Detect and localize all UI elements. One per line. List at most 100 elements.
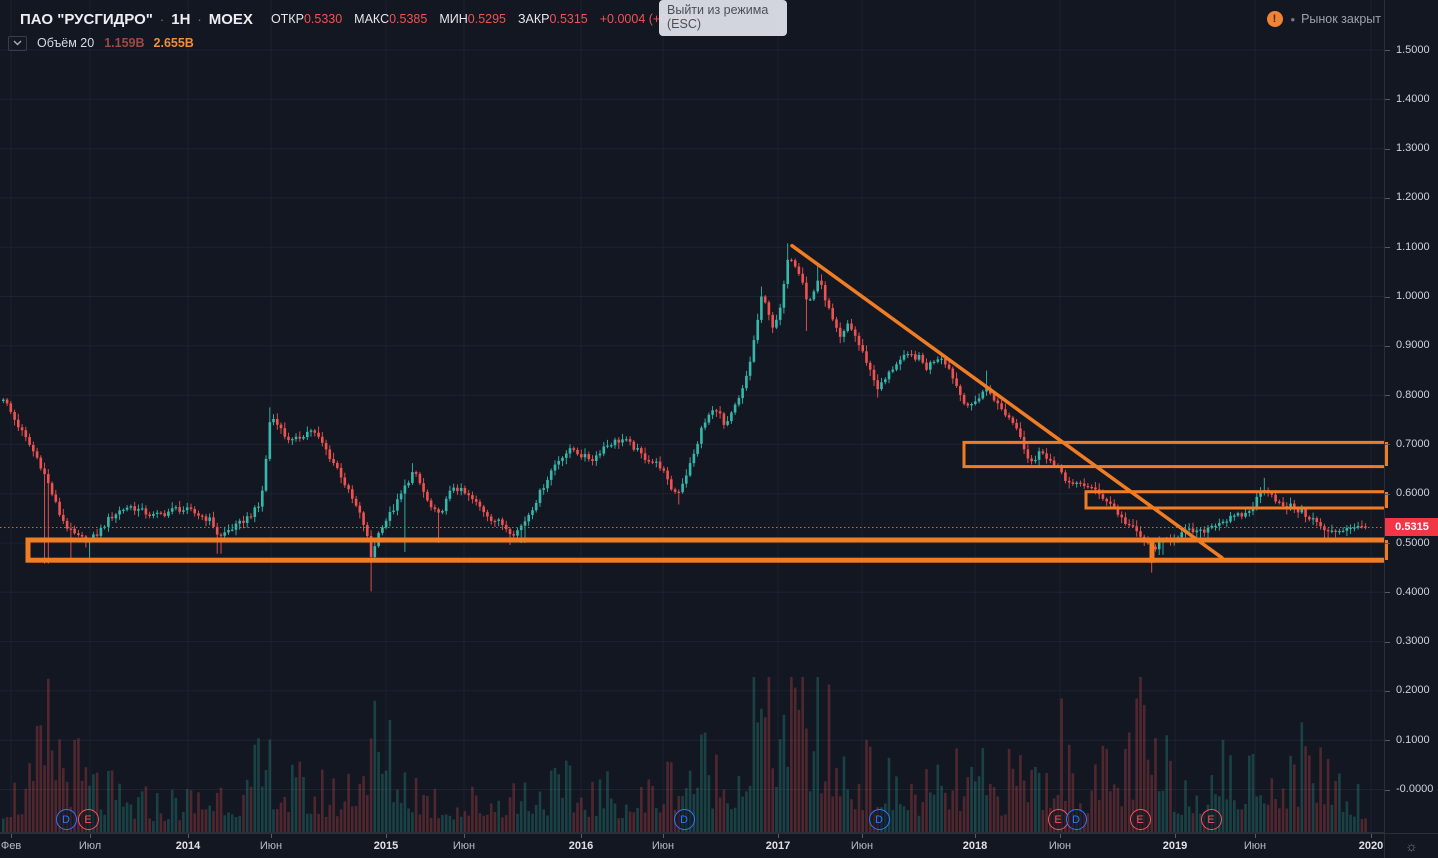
time-tick-mark xyxy=(581,834,582,838)
time-tick-mark xyxy=(1371,834,1372,838)
price-tick-mark xyxy=(1385,395,1390,396)
tooltip-text-line1: Выйти из режима xyxy=(667,3,769,17)
price-tick-label: 0.5000 xyxy=(1396,537,1430,549)
market-status[interactable]: ! • Рынок закрыт xyxy=(1266,10,1381,28)
separator-dot: · xyxy=(159,11,165,27)
indicator-name[interactable]: Объём 20 xyxy=(37,36,95,50)
time-tick-mark xyxy=(1255,834,1256,838)
price-tick-label: 1.4000 xyxy=(1396,93,1430,105)
separator-dot: · xyxy=(197,11,202,27)
time-tick-label: Июн xyxy=(850,840,874,852)
time-tick-label: 2014 xyxy=(175,840,201,852)
time-tick-label: 2019 xyxy=(1162,840,1188,852)
price-tick-label: 0.4000 xyxy=(1396,586,1430,598)
time-tick-label: Июн xyxy=(259,840,283,852)
price-tick-mark xyxy=(1385,444,1390,445)
drawing-edge-mark xyxy=(1385,492,1388,508)
time-tick-mark xyxy=(1060,834,1061,838)
price-tick-mark xyxy=(1385,297,1390,298)
time-axis[interactable]: Фев Июл 2014 Июн 2015 Июн 2016 Июн 2017 Июн 2018 Ию… xyxy=(0,833,1384,858)
time-tick-label: Июл xyxy=(78,840,102,852)
time-tick-label: 2020 xyxy=(1358,840,1384,852)
price-tick-label: -0.0000 xyxy=(1396,783,1434,795)
price-tick-mark xyxy=(1385,790,1390,791)
event-marker-dividend[interactable]: D xyxy=(1065,809,1087,830)
sun-icon[interactable]: ☼ xyxy=(1405,838,1418,854)
time-tick-label: Июн xyxy=(1243,840,1267,852)
price-tick-mark xyxy=(1385,247,1390,248)
price-tick-label: 0.2000 xyxy=(1396,684,1430,696)
price-tick-label: 0.6000 xyxy=(1396,487,1430,499)
indicator-ma-value: 2.655B xyxy=(153,36,194,50)
ohlc-readout: ОТКР0.5330 МАКС0.5385 МИН0.5295 ЗАКР0.53… xyxy=(271,12,700,26)
market-status-label: Рынок закрыт xyxy=(1301,12,1381,26)
close-readout: ЗАКР0.5315 xyxy=(518,12,588,26)
price-tick-mark xyxy=(1385,740,1390,741)
price-tick-label: 0.3000 xyxy=(1396,635,1430,647)
low-readout: МИН0.5295 xyxy=(439,12,506,26)
price-tick-label: 0.7000 xyxy=(1396,438,1430,450)
symbol-header: ПАО "РУСГИДРО" · 1Н · MOEX ОТКР0.5330 МА… xyxy=(20,10,700,28)
interval-label[interactable]: 1Н xyxy=(171,10,191,28)
price-tick-mark xyxy=(1385,99,1390,100)
price-tick-label: 1.3000 xyxy=(1396,142,1430,154)
time-tick-label: 2017 xyxy=(765,840,791,852)
event-marker-dividend[interactable]: D xyxy=(55,809,77,830)
time-tick-mark xyxy=(271,834,272,838)
indicator-collapse-button[interactable] xyxy=(8,35,27,51)
current-price-label: 0.5315 xyxy=(1385,518,1438,536)
time-tick-mark xyxy=(386,834,387,838)
price-tick-mark xyxy=(1385,149,1390,150)
time-tick-mark xyxy=(663,834,664,838)
time-tick-label: Июн xyxy=(651,840,675,852)
open-readout: ОТКР0.5330 xyxy=(270,12,343,26)
event-marker-earnings[interactable]: E xyxy=(1200,809,1222,830)
current-price-value: 0.5315 xyxy=(1395,521,1429,533)
price-tick-label: 0.1000 xyxy=(1396,734,1430,746)
drawing-edge-mark xyxy=(1385,442,1388,466)
price-tick-mark xyxy=(1385,494,1390,495)
price-tick-label: 1.5000 xyxy=(1396,44,1430,56)
time-tick-mark xyxy=(90,834,91,838)
price-tick-mark xyxy=(1385,691,1390,692)
exchange-label[interactable]: MOEX xyxy=(208,10,253,28)
time-tick-label: Фев xyxy=(0,840,22,852)
warning-icon: ! xyxy=(1266,11,1283,27)
price-tick-mark xyxy=(1385,543,1390,544)
axis-corner[interactable]: ☼ xyxy=(1384,833,1438,858)
indicator-volume-value: 1.159B xyxy=(104,36,145,50)
exit-fullscreen-tooltip: Выйти из режима (ESC) xyxy=(659,0,787,36)
time-tick-mark xyxy=(464,834,465,838)
price-tick-mark xyxy=(1385,198,1390,199)
price-tick-label: 1.2000 xyxy=(1396,191,1430,203)
price-tick-mark xyxy=(1385,592,1390,593)
price-tick-mark xyxy=(1385,642,1390,643)
time-tick-label: Июн xyxy=(452,840,476,852)
event-marker-earnings[interactable]: E xyxy=(77,809,99,830)
price-tick-mark xyxy=(1385,346,1390,347)
event-marker-earnings[interactable]: E xyxy=(1129,809,1151,830)
time-tick-mark xyxy=(778,834,779,838)
price-tick-label: 1.0000 xyxy=(1396,290,1430,302)
event-marker-dividend[interactable]: D xyxy=(868,809,890,830)
price-tick-mark xyxy=(1385,50,1390,51)
status-dot-icon: • xyxy=(1290,11,1296,27)
volume-indicator-legend: Объём 20 1.159B 2.655B xyxy=(8,35,194,51)
symbol-name[interactable]: ПАО "РУСГИДРО" xyxy=(20,10,153,28)
event-marker-dividend[interactable]: D xyxy=(673,809,695,830)
price-tick-label: 0.9000 xyxy=(1396,339,1430,351)
time-tick-label: Июн xyxy=(1048,840,1072,852)
high-readout: МАКС0.5385 xyxy=(354,12,428,26)
price-axis[interactable]: 0.5315 1.5000 1.4000 1.3000 1.2000 1.1000 1.0… xyxy=(1384,0,1438,833)
chevron-down-icon xyxy=(13,40,22,46)
tooltip-text-line2: (ESC) xyxy=(667,17,702,31)
drawing-edge-mark xyxy=(1385,540,1388,560)
price-tick-label: 0.8000 xyxy=(1396,389,1430,401)
time-tick-label: 2015 xyxy=(373,840,399,852)
time-tick-label: 2018 xyxy=(962,840,988,852)
time-tick-mark xyxy=(975,834,976,838)
time-tick-mark xyxy=(1175,834,1176,838)
event-marker-earnings[interactable]: E xyxy=(1047,809,1069,830)
time-tick-mark xyxy=(862,834,863,838)
